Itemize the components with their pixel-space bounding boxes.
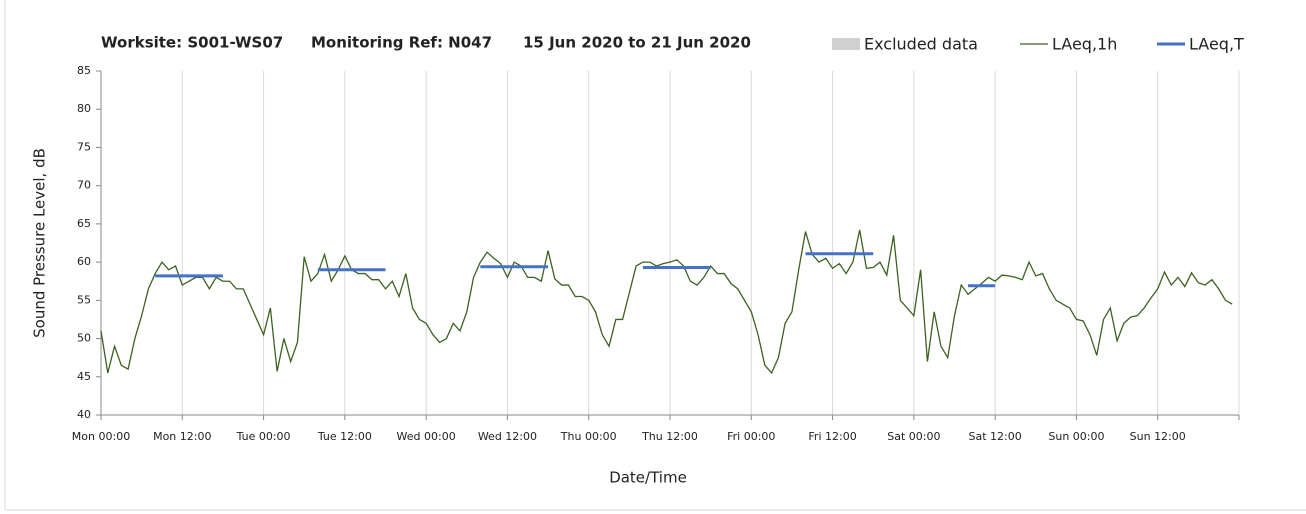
x-tick-label: Tue 00:00 [236, 430, 291, 443]
x-tick-label: Fri 00:00 [727, 430, 775, 443]
x-tick-label: Sun 12:00 [1130, 430, 1186, 443]
y-tick-label: 70 [77, 179, 91, 192]
y-tick-label: 40 [77, 408, 91, 421]
x-axis-title: Date/Time [609, 469, 687, 487]
x-tick-label: Wed 12:00 [478, 430, 537, 443]
legend-label: LAeq,T [1189, 35, 1244, 54]
y-tick-label: 65 [77, 217, 91, 230]
y-axis-title: Sound Pressure Level, dB [31, 148, 49, 338]
y-tick-label: 85 [77, 64, 91, 77]
title-worksite: Worksite: S001-WS07 [101, 34, 283, 52]
y-tick-label: 80 [77, 102, 91, 115]
legend-swatch [832, 38, 860, 50]
x-tick-label: Sat 12:00 [969, 430, 1022, 443]
x-tick-label: Sat 00:00 [887, 430, 940, 443]
x-tick-label: Wed 00:00 [397, 430, 456, 443]
series-line [100, 229, 1233, 375]
x-tick-label: Thu 00:00 [560, 430, 617, 443]
y-tick-label: 45 [77, 370, 91, 383]
x-tick-label: Sun 00:00 [1048, 430, 1104, 443]
x-tick-label: Thu 12:00 [641, 430, 698, 443]
x-tick-label: Tue 12:00 [317, 430, 372, 443]
y-tick-label: 50 [77, 332, 91, 345]
y-tick-label: 60 [77, 255, 91, 268]
x-tick-label: Mon 00:00 [72, 430, 130, 443]
title-ref: Monitoring Ref: N047 [311, 34, 492, 52]
y-tick-label: 55 [77, 293, 91, 306]
x-tick-label: Fri 12:00 [808, 430, 856, 443]
legend-label: LAeq,1h [1052, 35, 1117, 54]
title-dates: 15 Jun 2020 to 21 Jun 2020 [523, 34, 751, 52]
legend-label: Excluded data [864, 35, 978, 54]
x-tick-label: Mon 12:00 [153, 430, 211, 443]
y-tick-label: 75 [77, 140, 91, 153]
